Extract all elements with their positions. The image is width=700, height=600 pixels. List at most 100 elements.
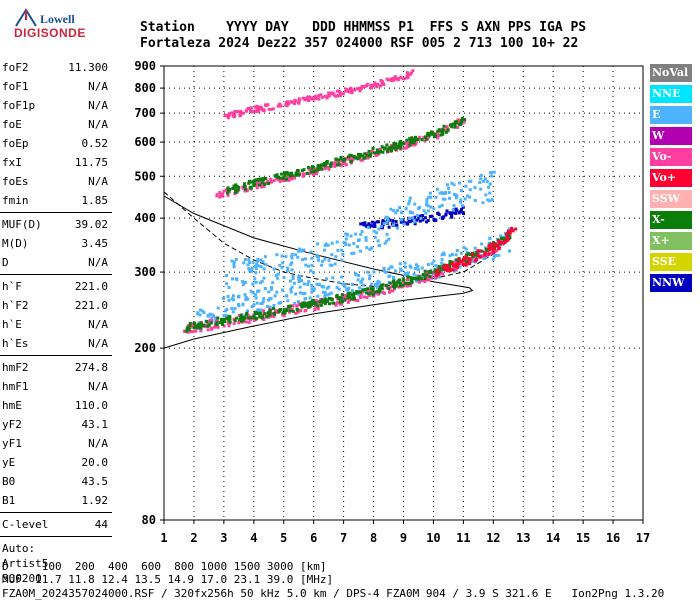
echo-point	[362, 295, 366, 299]
echo-point	[301, 292, 305, 296]
echo-point	[438, 205, 442, 209]
echo-point	[235, 278, 239, 281]
param-row: fmin 1.85	[0, 191, 112, 210]
echo-point	[357, 293, 361, 297]
echo-point	[364, 152, 368, 155]
echo-point	[414, 135, 417, 139]
echo-point	[408, 264, 412, 268]
echo-point	[316, 163, 320, 167]
echo-point	[483, 251, 487, 255]
echo-point	[429, 195, 433, 199]
echo-point	[434, 218, 437, 222]
echo-point	[399, 75, 403, 79]
param-value: 1.85	[81, 194, 109, 207]
echo-point	[277, 310, 281, 314]
echo-point	[251, 260, 255, 264]
param-value: 44	[94, 518, 108, 531]
echo-point	[344, 87, 348, 91]
echo-point	[368, 277, 371, 281]
echo-point	[267, 290, 271, 294]
echo-point	[351, 289, 354, 293]
echo-point	[433, 268, 437, 272]
echo-point	[354, 272, 357, 276]
echo-point	[427, 195, 431, 199]
param-row: B1 1.92	[0, 491, 112, 510]
echo-point	[310, 263, 314, 267]
echo-point	[258, 281, 262, 285]
echo-point	[375, 83, 379, 87]
echo-point	[264, 263, 268, 267]
echo-point	[448, 260, 452, 264]
echo-point	[231, 310, 235, 314]
echo-point	[385, 77, 389, 81]
param-value: 20.0	[81, 456, 109, 469]
echo-point	[276, 272, 280, 276]
echo-point	[413, 267, 417, 270]
echo-point	[262, 108, 266, 112]
echo-point	[368, 154, 372, 158]
echo-point	[291, 275, 295, 278]
echo-point	[387, 267, 391, 271]
echo-point	[325, 300, 329, 303]
echo-point	[304, 263, 308, 267]
echo-point	[430, 275, 434, 279]
param-separator	[0, 355, 112, 356]
echo-point	[381, 219, 385, 223]
echo-point	[259, 258, 263, 262]
echo-point	[361, 283, 365, 287]
echo-point	[286, 172, 290, 176]
echo-point	[475, 258, 479, 261]
echo-point	[470, 257, 474, 261]
echo-point	[359, 249, 362, 253]
echo-point	[322, 285, 325, 289]
echo-point	[418, 135, 422, 139]
echo-point	[286, 266, 290, 270]
echo-point	[487, 252, 491, 256]
echo-point	[308, 95, 312, 99]
echo-point	[343, 241, 347, 245]
echo-point	[296, 300, 300, 304]
echo-point	[344, 232, 348, 236]
param-key: h`E	[2, 318, 22, 331]
echo-point	[225, 316, 229, 320]
echo-point	[341, 252, 345, 256]
echo-point	[250, 266, 254, 270]
echo-point	[410, 136, 414, 140]
echo-point	[321, 259, 325, 263]
echo-point	[402, 222, 406, 226]
echo-point	[468, 262, 472, 266]
echo-point	[255, 311, 259, 315]
echo-point	[327, 167, 331, 171]
echo-point	[272, 179, 276, 183]
echo-point	[404, 141, 408, 145]
echo-point	[440, 258, 444, 262]
echo-point	[237, 313, 241, 317]
echo-point	[454, 253, 458, 257]
param-row: h`F2 221.0	[0, 296, 112, 315]
echo-point	[317, 283, 321, 287]
param-row: B0 43.5	[0, 472, 112, 491]
echo-point	[365, 246, 369, 250]
echo-point	[255, 104, 259, 108]
echo-point	[489, 170, 493, 174]
echo-point	[440, 253, 444, 257]
echo-point	[297, 97, 301, 101]
echo-point	[288, 176, 292, 180]
echo-point	[283, 174, 287, 177]
echo-point	[279, 301, 283, 305]
echo-point	[373, 223, 377, 227]
echo-point	[455, 265, 459, 269]
echo-point	[379, 78, 383, 82]
echo-point	[462, 120, 466, 124]
echo-point	[393, 282, 396, 285]
autoscaling-info: 500200	[2, 572, 42, 585]
echo-point	[460, 116, 464, 120]
echo-point	[257, 311, 261, 315]
echo-point	[249, 289, 253, 293]
param-row: fxI 11.75	[0, 153, 112, 172]
echo-point	[278, 179, 282, 183]
param-key: M(D)	[2, 237, 29, 250]
echo-point	[280, 254, 284, 258]
echo-point	[227, 112, 231, 116]
echo-point	[337, 281, 341, 285]
